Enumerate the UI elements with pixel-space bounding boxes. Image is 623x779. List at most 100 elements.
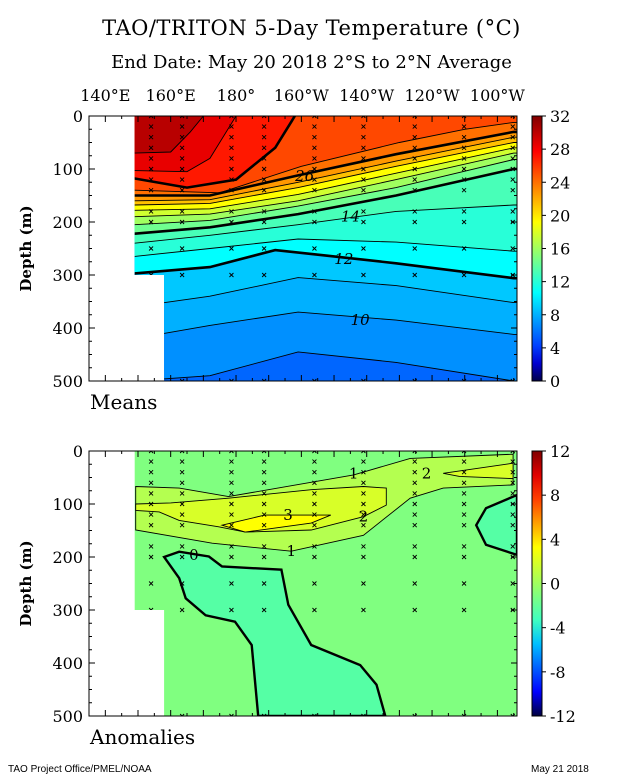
station-mark [312,246,317,251]
station-mark [312,501,317,507]
station-mark [229,378,234,381]
station-mark [312,187,317,193]
colorbar-label: 12 [550,273,570,292]
station-mark [510,491,516,496]
station-mark [412,480,418,486]
station-mark [412,554,418,560]
station-mark [148,554,154,560]
y-tick-label: 400 [52,654,83,673]
station-mark [412,459,418,464]
station-mark [261,713,267,716]
anomaly-region-2 [135,486,387,533]
x-tick-label: 140°W [339,86,395,105]
station-mark [261,480,267,486]
station-mark [229,554,234,560]
station-mark [461,512,467,517]
station-mark [261,246,267,251]
footer-date: May 21 2018 [531,764,589,775]
station-mark [148,177,154,182]
station-mark [179,491,185,496]
station-mark [461,713,467,716]
station-mark [510,177,516,182]
station-mark [312,451,317,454]
station-mark [261,544,267,549]
station-mark [179,544,185,549]
station-mark [312,124,317,129]
anomaly-region-3 [220,514,331,533]
isotherm-13 [134,238,517,257]
station-mark [229,501,234,507]
station-mark [179,378,185,381]
station-mark [229,544,234,549]
station-mark [461,145,467,151]
station-mark [461,469,467,475]
isotherm-22 [134,147,517,211]
station-mark [261,378,267,381]
station-mark [148,512,154,517]
station-mark [312,544,317,549]
station-mark [461,187,467,193]
station-mark [361,491,366,496]
station-mark [179,134,185,140]
station-mark [261,451,267,454]
footer-credit: TAO Project Office/PMEL/NOAA [8,764,152,775]
station-mark [361,378,366,381]
isotherm-20 [134,152,517,218]
anomaly-region-0 [474,493,517,557]
station-mark [261,156,267,161]
station-mark [361,272,366,278]
station-mark [229,124,234,129]
station-mark [229,177,234,182]
station-mark [361,713,366,716]
station-mark [179,501,185,507]
station-mark [261,187,267,193]
isotherm-24 [134,142,517,206]
station-mark [361,607,366,613]
station-mark [510,124,516,129]
station-mark [148,451,154,454]
isotherm-27 [134,121,517,194]
station-mark [179,451,185,454]
station-mark [412,156,418,161]
station-mark [229,134,234,140]
station-mark [229,166,234,172]
colorbar-label: -4 [550,619,566,638]
contour-label: 12 [334,250,353,268]
station-mark [510,134,516,140]
station-mark [461,581,467,586]
colorbar-label: 32 [550,107,570,126]
station-mark [229,156,234,161]
contour-label: 1 [349,464,359,482]
station-mark [261,554,267,560]
station-mark [148,459,154,464]
station-mark [229,246,234,251]
y-tick-label: 0 [73,442,83,461]
station-mark [261,145,267,151]
station-mark [261,522,267,528]
station-mark [312,713,317,716]
station-mark [312,209,317,214]
station-mark [412,219,418,225]
x-tick-label: 120°W [405,86,461,105]
station-mark [461,134,467,140]
station-mark [229,187,234,193]
contour-label: 14 [341,208,360,226]
station-mark [179,116,185,119]
y-tick-label: 300 [52,601,83,620]
station-mark [510,246,516,251]
station-mark [312,177,317,182]
station-mark [312,469,317,475]
station-mark [361,544,366,549]
station-mark [229,607,234,613]
station-mark [412,177,418,182]
station-mark [412,607,418,613]
station-mark [179,187,185,193]
station-mark [179,246,185,251]
station-mark [229,522,234,528]
station-mark [510,187,516,193]
station-mark [361,522,366,528]
y-tick-label: 100 [52,160,83,179]
station-mark [229,451,234,454]
station-mark [312,554,317,560]
station-mark [510,209,516,214]
